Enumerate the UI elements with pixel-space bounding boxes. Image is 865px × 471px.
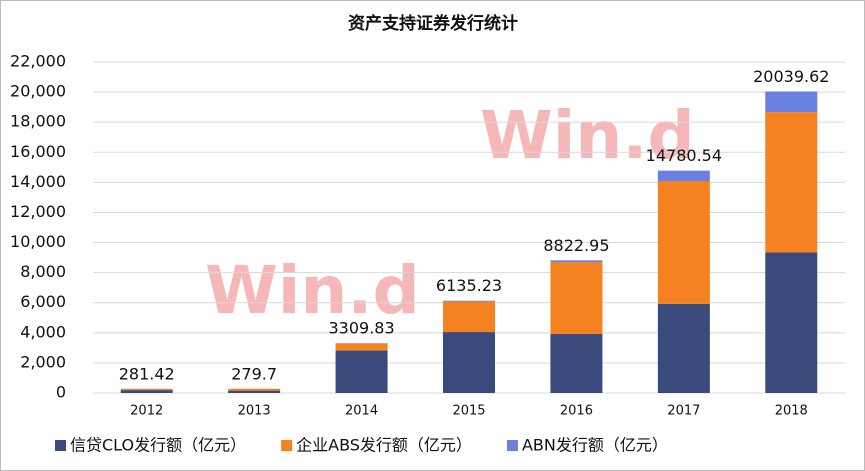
legend-label: 企业ABS发行额（亿元） [296, 436, 472, 455]
y-tick-label: 6,000 [20, 292, 66, 311]
x-tick-label: 2013 [238, 404, 271, 419]
y-tick-label: 0 [56, 383, 66, 402]
bar-segment [443, 300, 495, 302]
y-tick-label: 10,000 [10, 232, 66, 251]
y-tick-label: 4,000 [20, 322, 66, 341]
total-label: 3309.83 [328, 319, 394, 338]
y-tick-label: 12,000 [10, 202, 66, 221]
y-tick-label: 18,000 [10, 112, 66, 131]
bar-segment [228, 390, 281, 393]
bar-segment [657, 170, 710, 182]
bar-segment [657, 181, 710, 304]
legend-swatch [55, 440, 66, 451]
bar-segment [550, 260, 603, 263]
y-tick-label: 14,000 [10, 172, 66, 191]
total-label: 8822.95 [543, 236, 609, 255]
chart-title: 资产支持证券发行统计 [348, 13, 518, 34]
bar-segment [443, 301, 495, 333]
legend-label: 信贷CLO发行额（亿元） [70, 436, 246, 455]
watermark: Win.d [480, 97, 695, 174]
bar-segment [120, 388, 173, 391]
legend-swatch [281, 440, 293, 451]
bar-segment [228, 388, 281, 391]
total-label: 281.42 [119, 364, 175, 383]
total-label: 279.7 [231, 364, 277, 383]
y-tick-label: 22,000 [10, 52, 66, 71]
bar-segment [657, 303, 710, 393]
watermark: Win.d [205, 252, 420, 329]
bar-segment [120, 390, 173, 393]
bar-segment [765, 112, 818, 253]
y-tick-label: 16,000 [10, 142, 66, 161]
bar-segment [443, 332, 495, 393]
bar-segment [765, 91, 818, 113]
bar-segment [335, 350, 388, 393]
y-tick-label: 2,000 [20, 352, 66, 371]
total-label: 14780.54 [646, 146, 722, 165]
x-tick-label: 2012 [130, 404, 163, 419]
bar-segment [550, 334, 603, 393]
x-tick-label: 2015 [452, 404, 485, 419]
bar-segment [550, 262, 603, 335]
x-tick-label: 2018 [775, 404, 808, 419]
x-tick-label: 2016 [560, 404, 593, 419]
bar-segment [765, 252, 818, 393]
x-tick-label: 2014 [345, 404, 378, 419]
legend-swatch [506, 440, 518, 451]
bar-segment [335, 343, 388, 351]
x-tick-label: 2017 [667, 404, 700, 419]
y-tick-label: 8,000 [20, 262, 66, 281]
y-tick-label: 20,000 [10, 82, 66, 101]
legend-label: ABN发行额（亿元） [522, 436, 668, 455]
total-label: 6135.23 [436, 276, 502, 295]
total-label: 20039.62 [753, 67, 829, 86]
